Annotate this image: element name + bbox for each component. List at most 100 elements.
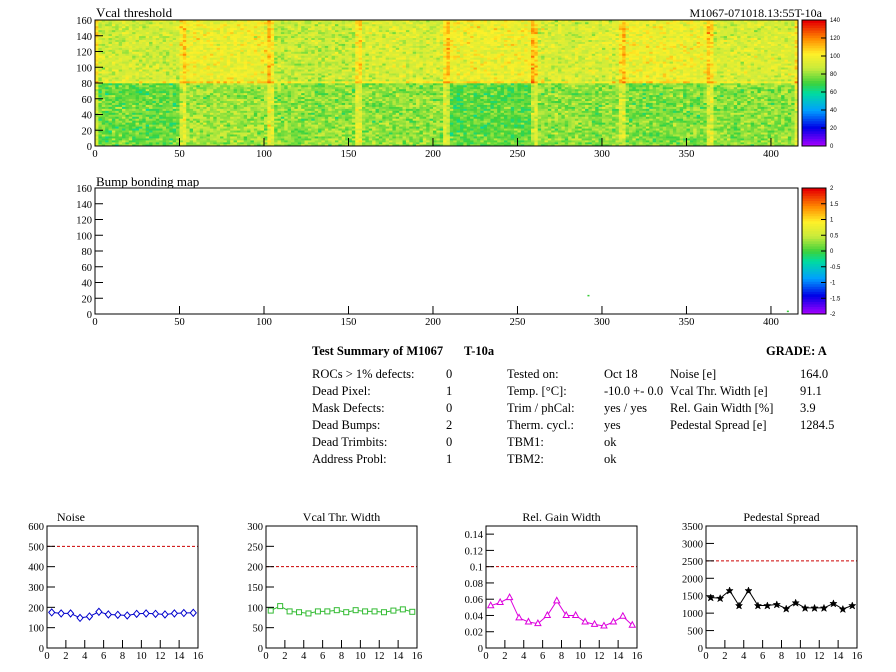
heatmap-cell xyxy=(101,53,106,56)
heatmap-cell xyxy=(240,118,245,121)
heatmap-cell xyxy=(236,88,241,92)
heatmap-cell xyxy=(321,108,326,111)
heatmap-cell xyxy=(98,86,103,90)
heatmap-cell xyxy=(203,29,207,33)
heatmap-cell xyxy=(331,128,336,131)
heatmap-cell xyxy=(142,29,146,33)
heatmap-cell xyxy=(291,132,295,135)
heatmap-cell xyxy=(233,130,238,133)
heatmap-cell xyxy=(233,73,238,76)
heatmap-cell xyxy=(250,33,255,37)
heatmap-cell xyxy=(108,86,113,90)
heatmap-cell xyxy=(341,67,346,70)
heatmap-cell xyxy=(169,130,174,133)
heatmap-cell xyxy=(182,92,187,96)
heatmap-cell xyxy=(338,61,343,64)
heatmap-cell xyxy=(132,132,136,135)
heatmap-cell xyxy=(280,120,285,123)
heatmap-cell xyxy=(128,71,133,74)
heatmap-cell xyxy=(280,53,285,56)
heatmap-cell xyxy=(270,120,275,123)
heatmap-cell xyxy=(257,37,261,40)
heatmap-cell xyxy=(189,41,194,44)
heatmap-cell xyxy=(236,120,241,123)
heatmap-cell xyxy=(311,37,315,40)
heatmap-cell xyxy=(115,37,119,40)
heatmap-cell xyxy=(162,39,167,42)
heatmap-cell xyxy=(213,29,217,33)
heatmap-cell xyxy=(115,75,119,78)
heatmap-cell xyxy=(247,75,251,78)
heatmap-cell xyxy=(291,79,295,82)
heatmap-cell xyxy=(186,53,190,56)
heatmap-cell xyxy=(182,132,187,135)
heatmap-cell xyxy=(270,63,275,66)
heatmap-cell xyxy=(155,132,160,135)
heatmap-cell xyxy=(172,27,177,31)
heatmap-cell xyxy=(334,69,339,72)
heatmap-cell xyxy=(233,33,238,37)
heatmap-cell xyxy=(108,136,113,139)
heatmap-cell xyxy=(172,79,177,82)
heatmap-cell xyxy=(159,71,163,74)
heatmap-cell xyxy=(132,102,136,105)
heatmap-cell xyxy=(128,114,133,117)
heatmap-cell xyxy=(149,126,153,129)
heatmap-cell xyxy=(108,77,113,80)
heatmap-cell xyxy=(203,88,207,92)
heatmap-cell xyxy=(98,138,103,141)
heatmap-cell xyxy=(250,104,255,107)
heatmap-cell xyxy=(128,98,133,102)
heatmap-cell xyxy=(145,142,150,145)
heatmap-cell xyxy=(233,110,238,113)
heatmap-cell xyxy=(270,94,275,98)
heatmap-cell xyxy=(304,65,309,68)
heatmap-cell xyxy=(122,88,126,92)
heatmap-cell xyxy=(324,106,329,109)
heatmap-cell xyxy=(328,73,332,76)
heatmap-cell xyxy=(128,33,133,37)
heatmap-cell xyxy=(149,106,153,109)
heatmap-cell xyxy=(220,37,224,40)
heatmap-cell xyxy=(108,96,113,100)
heatmap-cell xyxy=(267,112,272,115)
heatmap-cell xyxy=(233,132,238,135)
heatmap-cell xyxy=(321,63,326,66)
heatmap-cell xyxy=(138,63,143,66)
heatmap-cell xyxy=(324,61,329,64)
heatmap-cell xyxy=(135,23,140,27)
heatmap-cell xyxy=(311,130,315,133)
heatmap-cell xyxy=(169,110,174,113)
heatmap-cell xyxy=(338,132,343,135)
heatmap-cell xyxy=(334,43,339,46)
heatmap-cell xyxy=(115,134,119,137)
heatmap-cell xyxy=(236,47,241,50)
heatmap-cell xyxy=(338,116,343,119)
heatmap-cell xyxy=(301,79,305,82)
heatmap-cell xyxy=(176,25,180,29)
heatmap-cell xyxy=(155,23,160,27)
heatmap-cell xyxy=(247,81,251,84)
heatmap-cell xyxy=(216,29,221,33)
heatmap-cell xyxy=(277,92,282,96)
heatmap-cell xyxy=(240,88,245,92)
heatmap-cell xyxy=(179,120,184,123)
heatmap-cell xyxy=(294,108,299,111)
heatmap-cell xyxy=(351,37,356,40)
heatmap-cell xyxy=(172,59,177,62)
heatmap-cell xyxy=(135,106,140,109)
heatmap-cell xyxy=(348,29,353,33)
heatmap-cell xyxy=(125,59,130,62)
heatmap-cell xyxy=(301,108,305,111)
heatmap-cell xyxy=(294,84,299,88)
heatmap-cell xyxy=(142,130,146,133)
heatmap-cell xyxy=(101,100,106,103)
heatmap-cell xyxy=(98,31,103,35)
heatmap-cell xyxy=(172,33,177,37)
heatmap-cell xyxy=(145,118,150,121)
heatmap-cell xyxy=(203,27,207,31)
heatmap-cell xyxy=(145,25,150,29)
heatmap-cell xyxy=(216,84,221,88)
heatmap-cell xyxy=(324,124,329,127)
heatmap-cell xyxy=(172,86,177,90)
